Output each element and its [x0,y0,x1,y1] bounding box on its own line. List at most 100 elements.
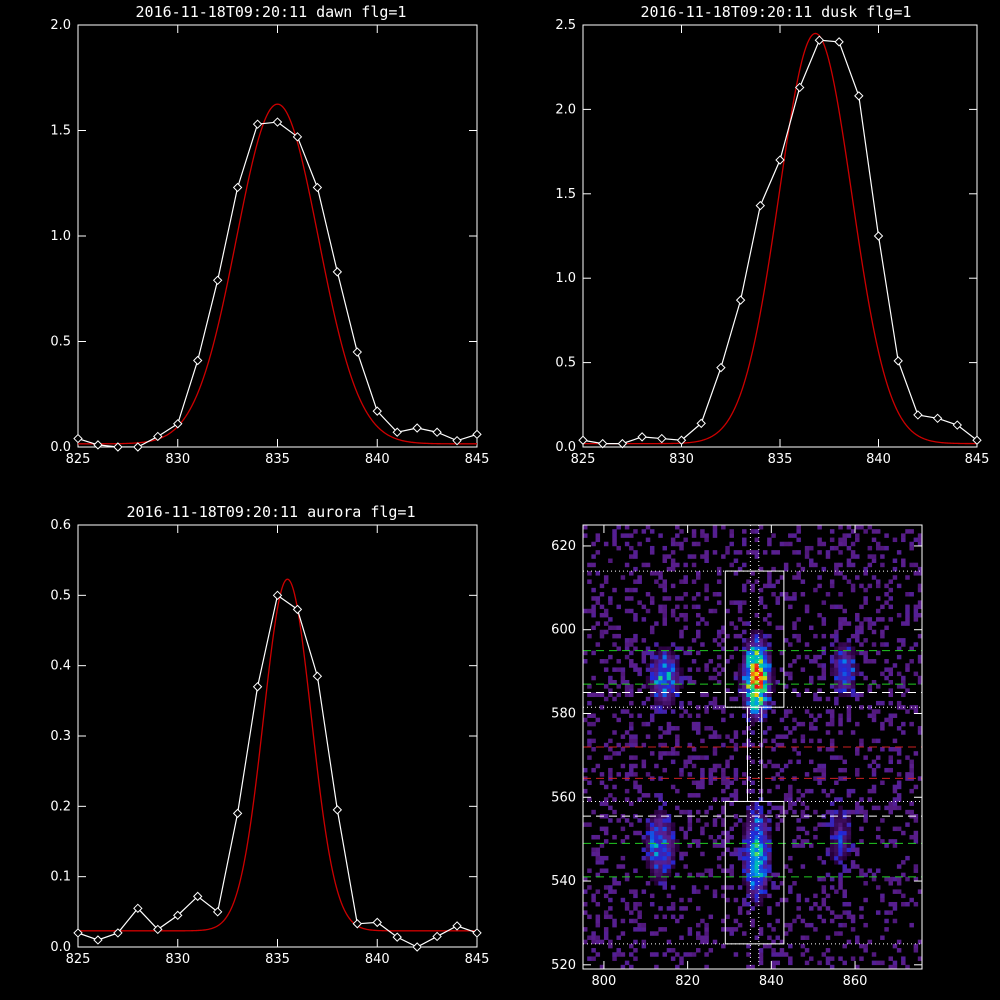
heatmap-cell [762,830,768,836]
heatmap-cell [863,881,868,886]
heatmap-cell [834,659,839,664]
heatmap-cell [796,759,801,765]
heatmap-cell [712,893,718,899]
heatmap-cell [721,822,726,827]
heatmap-cell [712,533,718,538]
heatmap-cell [746,876,751,882]
heatmap-cell [905,855,910,861]
heatmap-cell [758,855,764,861]
aurora-x-tick-label: 835 [265,952,290,967]
heatmap-cell [612,679,617,685]
heatmap-cell [792,801,797,806]
heatmap-cell [888,721,894,727]
dawn-plot-title: 2016-11-18T09:20:11 dawn flg=1 [136,3,407,21]
heatmap-cell [892,843,898,848]
heatmap-cell [658,847,663,853]
heatmap-cell [666,596,672,601]
heatmap-cell [750,780,755,785]
heatmap-cell [603,868,609,873]
heatmap-cell [804,642,810,647]
heatmap-cell [595,901,601,907]
heatmap-cell [746,847,751,853]
heatmap-cell [716,763,722,769]
heatmap-cell [595,935,601,940]
heatmap-cell [804,830,810,836]
heatmap-cell [599,826,605,832]
heatmap-cell [675,525,680,530]
heatmap-cell [662,742,668,748]
dusk-data-point [932,413,943,424]
heatmap-cell [721,809,726,815]
heatmap-cell [796,843,801,848]
heatmap-cell [754,860,760,865]
heatmap-cell [762,843,768,848]
dusk-data-point [637,432,647,442]
heatmap-cell [746,663,751,668]
heatmap-cell [809,726,814,731]
heatmap-cell [758,684,764,689]
heatmap-cell [758,818,764,823]
heatmap-cell [838,885,843,890]
heatmap-cell [880,897,885,903]
heatmap-cell [875,755,881,760]
dusk-data-point [578,435,588,445]
heatmap-cell [616,646,621,651]
heatmap-cell [645,696,651,702]
heatmap-cell [591,587,596,593]
heatmap-cell [654,675,659,681]
heatmap-cell [829,654,835,660]
dawn-y-tick-label: 2.0 [50,18,71,33]
heatmap-cell [750,826,755,832]
heatmap-cell [762,876,768,882]
heatmap-cell [742,897,747,903]
heatmap-cell [679,629,684,635]
heatmap-cell [645,650,651,656]
heatmap-cell [792,550,797,555]
heatmap-cell [788,709,793,714]
heatmap-cell [654,952,659,957]
dusk-data-point [676,435,687,445]
heatmap-cell [666,834,672,840]
heatmap-cell [905,617,910,622]
dawn-data-point [292,132,303,142]
heatmap-cell [859,650,864,656]
heatmap-cell [654,876,659,882]
heatmap-cell [796,818,801,823]
heatmap-cell [733,927,739,932]
heatmap-cell [829,583,835,589]
heatmap-cell [662,847,668,853]
heatmap-cell [871,952,877,957]
heatmap-cell [783,562,789,568]
heatmap-cell [737,667,743,672]
heatmap-cell [691,596,697,601]
heatmap-cell [708,767,714,773]
heatmap-cell [884,667,889,672]
heatmap-cell [608,772,613,777]
heatmap-cell [758,893,764,899]
heatmap-cell [825,935,831,940]
heatmap-cell [905,621,910,626]
heatmap-cell [875,545,881,551]
heatmap-cell [754,839,760,844]
heatmap-cell [666,843,672,848]
heatmap-cell [704,583,709,589]
heatmap-cell [838,659,843,664]
heatmap-cell [666,847,672,853]
heatmap-cell [629,767,634,773]
heatmap-cell [670,684,676,689]
heatmap-cell [654,814,659,819]
heatmap-cell [834,545,839,551]
heatmap-cell [884,767,889,773]
heatmap-cell [846,793,852,798]
heatmap-cell [871,621,877,626]
heatmap-cell [737,608,743,614]
heatmap-cell [633,868,638,873]
heatmap-cell [771,592,776,597]
heatmap-cell [846,650,852,656]
heatmap-cell [855,772,860,777]
heatmap-cell [754,897,760,903]
heatmap-cell [905,529,910,534]
heatmap-cell [725,633,730,639]
heatmap-cell [746,839,751,844]
heatmap-cell [725,830,730,836]
